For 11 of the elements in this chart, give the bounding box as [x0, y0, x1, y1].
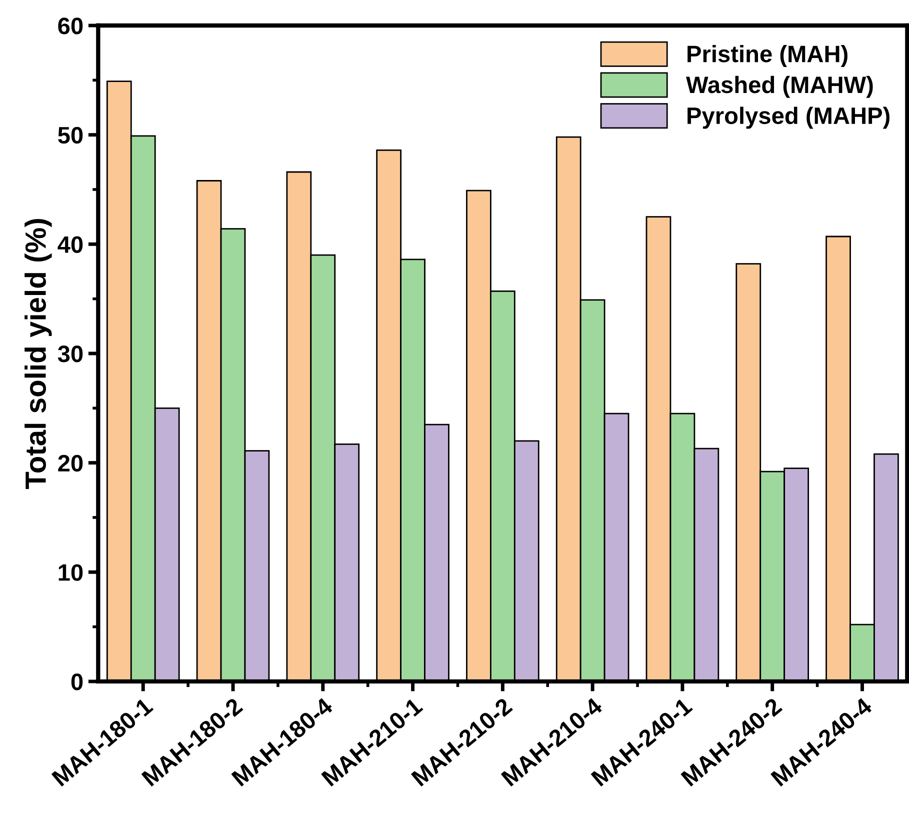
legend-label: Pyrolysed (MAHP) — [688, 106, 890, 129]
legend-label: Washed (MAHW) — [686, 76, 873, 98]
y-axis-title: Total solid yield (%) — [24, 219, 52, 489]
legend-label: Pristine (MAH) — [688, 45, 848, 68]
y-tick-label: 30 — [58, 346, 83, 362]
y-tick-label: 50 — [58, 126, 83, 144]
y-tick-label: 0 — [71, 674, 83, 690]
y-tick-label: 40 — [58, 236, 83, 253]
y-tick-label: 20 — [58, 454, 83, 472]
y-tick-label: 10 — [58, 564, 83, 581]
y-tick-label: 60 — [58, 18, 83, 34]
